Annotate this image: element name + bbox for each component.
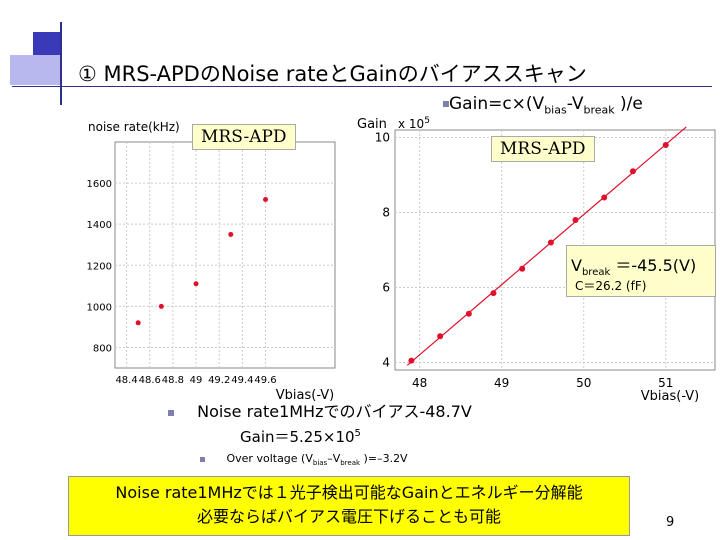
x-tick-label: 48.4: [115, 375, 137, 386]
data-point: [662, 142, 669, 148]
y-tick-label: 4: [382, 356, 390, 370]
plot-frame: [114, 141, 336, 369]
bullet-icon: [168, 409, 174, 416]
bullet-icon: [443, 101, 449, 107]
decor-vertical-line: [60, 22, 62, 105]
data-point: [228, 231, 234, 237]
data-point: [158, 303, 164, 309]
conclusion-box: Noise rate1MHzでは１光子検出可能なGainとエネルギー分解能 必要…: [68, 476, 630, 536]
y-tick-label: 1400: [87, 220, 112, 231]
y-axis-label: Gain: [357, 117, 387, 132]
mrs-apd-label-left: MRS-APD: [192, 124, 296, 150]
bullet-bias: Noise rate1MHzでのバイアス-48.7V: [168, 398, 472, 422]
x-tick-label: 48.8: [162, 375, 184, 386]
x-tick-label: 49: [494, 376, 509, 390]
x-tick-label: 49.4: [231, 375, 253, 386]
overvoltage-line: Over voltage (Vbias–Vbreak )=–3.2V: [200, 452, 408, 467]
fit-line: [406, 126, 687, 366]
data-point: [408, 357, 415, 364]
page-number: 9: [666, 515, 675, 530]
y-tick-label: 8: [382, 206, 390, 220]
vbreak-label: Vbreak ＝-45.5(V): [571, 256, 697, 279]
data-point: [547, 239, 554, 246]
decor-horizontal-line: [12, 86, 712, 87]
x-tick-label: 51: [658, 376, 673, 390]
y-tick-label: 10: [375, 131, 390, 145]
data-point: [193, 281, 199, 287]
vbreak-box: Vbreak ＝-45.5(V) C＝26.2 (fF): [566, 245, 716, 297]
slide-title: ① MRS-APDのNoise rateとGainのバイアススキャン: [78, 62, 587, 86]
x-axis-label: Vbias(-V): [641, 389, 699, 404]
y-axis-multiplier: x 105: [398, 116, 430, 131]
data-point: [135, 320, 141, 326]
x-tick-label: 48.6: [139, 375, 161, 386]
y-tick-label: 1600: [87, 179, 112, 190]
gain-value: Gain＝5.25×105: [240, 428, 361, 446]
x-tick-label: 49.2: [208, 375, 230, 386]
y-tick-label: 800: [93, 343, 112, 354]
x-tick-label: 48: [412, 376, 427, 390]
data-point: [437, 333, 444, 340]
gain-formula: Gain=c×(Vbias-Vbreak )/e: [443, 94, 643, 116]
data-point: [490, 290, 497, 297]
data-point: [601, 194, 608, 201]
data-point: [572, 217, 579, 223]
y-tick-label: 1200: [87, 261, 112, 272]
capacitance-label: C＝26.2 (fF): [575, 279, 647, 293]
conclusion-line-1: Noise rate1MHzでは１光子検出可能なGainとエネルギー分解能: [115, 483, 583, 502]
x-tick-label: 50: [576, 376, 591, 390]
data-point: [629, 168, 636, 175]
data-point: [519, 265, 526, 272]
decor-square-light: [10, 55, 60, 85]
noise-rate-chart: 48.4 48.6 48.8 49 49.2 49.4 49.6 800 1000 1200 140…: [87, 120, 336, 402]
y-axis-label: noise rate(kHz): [88, 120, 180, 134]
y-tick-label: 6: [382, 281, 390, 295]
data-point: [263, 197, 269, 203]
x-axis-label: Vbias(-V): [276, 388, 334, 402]
mrs-apd-label-right: MRS-APD: [491, 136, 595, 162]
decor-square-dark: [33, 32, 60, 59]
y-tick-label: 1000: [87, 302, 112, 313]
x-tick-label: 49.6: [254, 375, 276, 386]
conclusion-line-2: 必要ならばバイアス電圧下げることも可能: [196, 507, 501, 526]
bullet-icon: [200, 456, 205, 462]
data-point: [465, 310, 472, 317]
x-tick-label: 49: [190, 375, 203, 386]
